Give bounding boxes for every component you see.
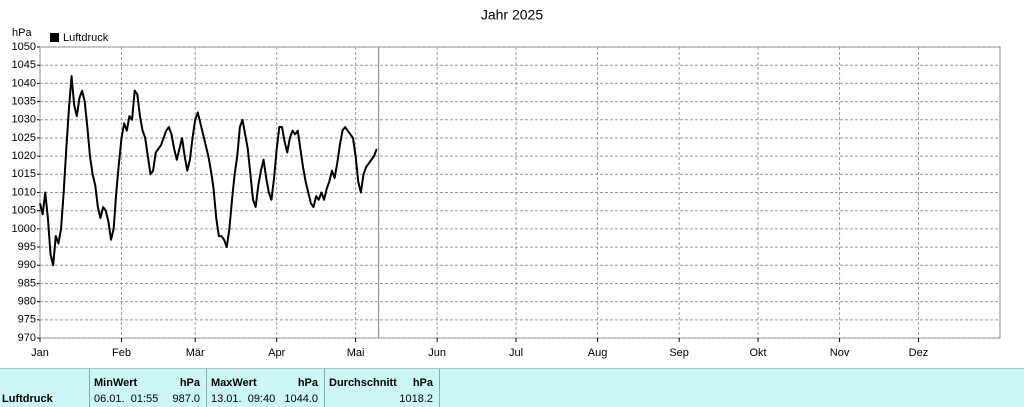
stats-date: 06.01. 01:55 [94, 393, 159, 405]
y-tick-label: 1005 [12, 205, 36, 217]
stats-header: Durchschnitt [329, 377, 397, 389]
chart: Jahr 2025 hPa Luftdruck 970 975 980 985 990 9… [12, 7, 1001, 359]
x-tick-label: Mär [186, 347, 205, 359]
stats-header: MinWert [94, 377, 138, 389]
stats-header: MaxWert [211, 377, 257, 389]
x-tick-label: Jul [509, 347, 523, 359]
y-tick-label: 985 [18, 277, 36, 289]
y-tick-label: 970 [18, 332, 36, 344]
x-tick-label: Okt [749, 347, 766, 359]
y-tick-label: 1015 [12, 168, 36, 180]
x-tick-label: Mai [347, 347, 365, 359]
stats-column: Durchschnitt hPa 1018.2 [325, 369, 440, 407]
y-tick-label: 980 [18, 296, 36, 308]
legend-swatch [50, 33, 59, 42]
stats-unit: hPa [179, 377, 200, 389]
y-tick-label: 1025 [12, 132, 36, 144]
stats-value: 987.0 [172, 393, 200, 405]
y-tick-label: 995 [18, 241, 36, 253]
y-tick-label: 1045 [12, 59, 36, 71]
y-tick-label: 975 [18, 314, 36, 326]
stats-unit: hPa [412, 377, 433, 389]
stats-value: 1044.0 [284, 393, 318, 405]
stats-label: Luftdruck [2, 393, 53, 405]
stats-bar: Luftdruck MinWert hPa 06.01. 01:55 987.0 MaxW… [0, 368, 1024, 407]
x-tick-label: Jan [31, 347, 49, 359]
y-tick-label: 1030 [12, 114, 36, 126]
data-line [39, 75, 378, 267]
stats-date: 13.01. 09:40 [211, 393, 276, 405]
y-tick-label: 1050 [12, 41, 36, 53]
stats-column: MinWert hPa 06.01. 01:55 987.0 [90, 369, 207, 407]
y-tick-label: 1020 [12, 150, 36, 162]
stats-value: 1018.2 [399, 393, 433, 405]
x-tick-label: Sep [669, 347, 689, 359]
x-tick-label: Feb [112, 347, 131, 359]
y-tick-label: 990 [18, 259, 36, 271]
y-axis-label: hPa [12, 27, 32, 39]
x-tick-label: Jun [428, 347, 446, 359]
stats-label-cell: Luftdruck [0, 369, 90, 407]
chart-title: Jahr 2025 [481, 7, 543, 23]
legend-label: Luftdruck [63, 32, 109, 44]
x-tick-label: Nov [830, 347, 850, 359]
y-tick-label: 1000 [12, 223, 36, 235]
stats-unit: hPa [297, 377, 318, 389]
x-tick-label: Aug [588, 347, 608, 359]
y-tick-label: 1010 [12, 186, 36, 198]
y-tick-label: 1035 [12, 95, 36, 107]
x-tick-label: Dez [909, 347, 929, 359]
x-tick-label: Apr [268, 347, 285, 359]
y-tick-label: 1040 [12, 77, 36, 89]
stats-column: MaxWert hPa 13.01. 09:40 1044.0 [207, 369, 325, 407]
